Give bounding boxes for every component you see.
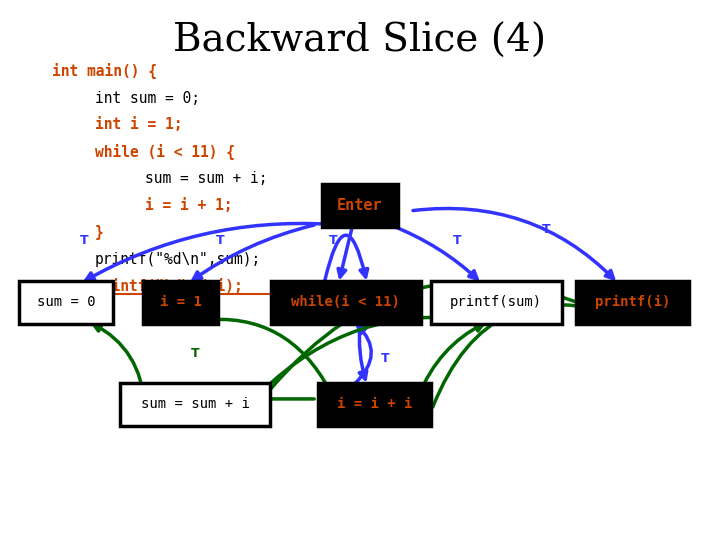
Text: T: T [191,347,199,360]
Text: printf("%d\n",sum);: printf("%d\n",sum); [94,252,261,267]
FancyBboxPatch shape [318,383,431,426]
Text: while (i < 11) {: while (i < 11) { [94,144,235,160]
Text: while(i < 11): while(i < 11) [291,295,400,309]
FancyBboxPatch shape [19,281,113,323]
FancyBboxPatch shape [323,184,397,227]
Text: int sum = 0;: int sum = 0; [94,91,199,106]
Text: i = 1: i = 1 [160,295,202,309]
FancyBboxPatch shape [143,281,218,323]
Text: T: T [452,234,461,247]
FancyBboxPatch shape [271,281,420,323]
Text: printf("%d\n",i);: printf("%d\n",i); [94,278,243,294]
FancyBboxPatch shape [120,383,270,426]
Text: Enter: Enter [337,198,383,213]
Text: printf(i): printf(i) [595,295,670,309]
Text: i = i + i: i = i + i [337,397,412,411]
Text: sum = sum + i;: sum = sum + i; [145,171,267,186]
Text: sum = 0: sum = 0 [37,295,95,309]
Text: Backward Slice (4): Backward Slice (4) [174,23,546,60]
Text: T: T [381,352,390,365]
FancyBboxPatch shape [576,281,689,323]
FancyBboxPatch shape [431,281,562,323]
Text: sum = sum + i: sum = sum + i [140,397,249,411]
Text: }: } [52,306,60,320]
Text: int i = 1;: int i = 1; [94,118,182,132]
Text: T: T [328,234,337,247]
Text: printf(sum): printf(sum) [450,295,542,309]
Text: T: T [79,234,88,247]
Text: i = i + 1;: i = i + 1; [145,198,233,213]
Text: T: T [216,234,225,247]
Text: }: } [94,225,104,240]
Text: T: T [542,223,551,236]
Text: int main() {: int main() { [52,63,156,79]
